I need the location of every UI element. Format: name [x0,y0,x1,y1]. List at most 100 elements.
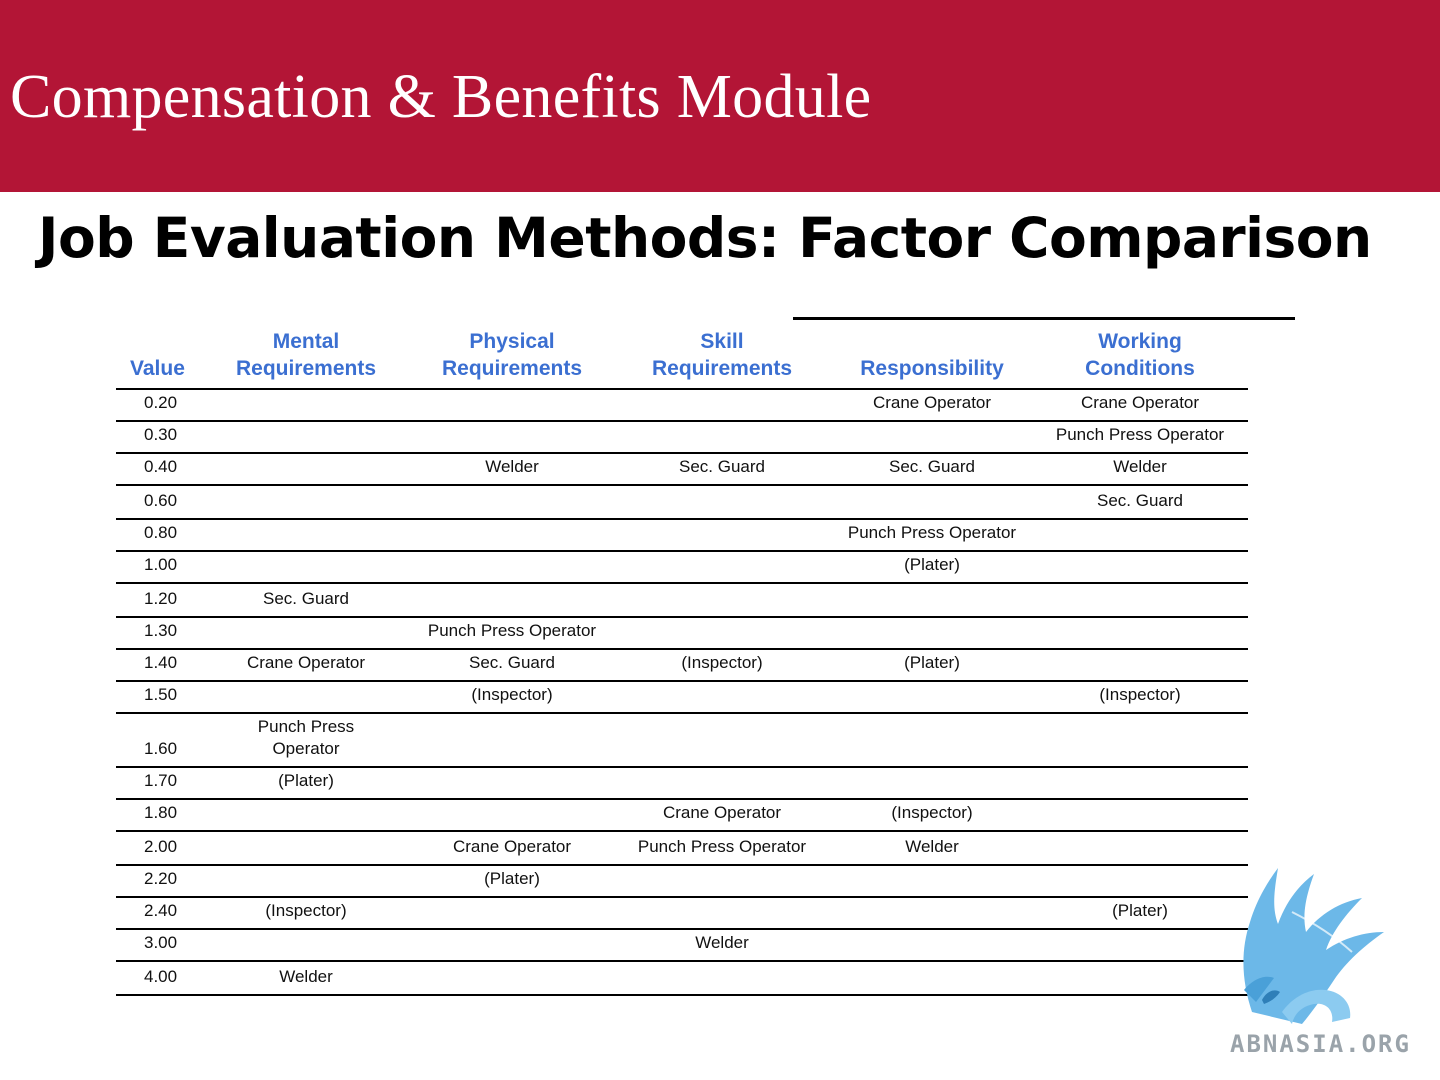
site-watermark: ABNASIA.ORG [1230,1030,1411,1058]
table-cell-skill-requirements [612,519,832,552]
table-cell-working-conditions [1032,649,1248,682]
table-cell-value: 0.40 [116,453,200,486]
table-row: 2.20 (Plater) [116,865,1248,898]
table-cell-physical-requirements [412,485,612,520]
table-row: 1.40 Crane Operator Sec. Guard (Inspector)(… [116,649,1248,682]
table-cell-working-conditions [1032,519,1248,552]
table-cell-responsibility [832,421,1032,454]
table-cell-skill-requirements [612,389,832,422]
table-cell-mental-requirements [200,485,412,520]
table-cell-responsibility: Crane Operator [832,389,1032,422]
table-cell-skill-requirements [612,617,832,650]
table-cell-working-conditions: Welder [1032,453,1248,486]
table-cell-working-conditions: (Inspector) [1032,681,1248,714]
header-banner: Compensation & Benefits Module [0,0,1440,192]
table-row: 4.00 Welder [116,961,1248,996]
table-row: 0.80 Punch Press Operator [116,519,1248,552]
table-cell-mental-requirements [200,681,412,714]
table-cell-value: 3.00 [116,929,200,962]
table-row: 3.00 Welder [116,929,1248,962]
table-row: 1.50 (Inspector) (Inspector) [116,681,1248,714]
table-cell-physical-requirements [412,389,612,422]
table-cell-physical-requirements [412,767,612,800]
table-cell-responsibility [832,929,1032,962]
table-cell-mental-requirements: Crane Operator [200,649,412,682]
table-cell-responsibility [832,681,1032,714]
table-cell-physical-requirements [412,799,612,832]
table-row: 2.00 Crane Operator Punch Press Operator We… [116,831,1248,866]
table-cell-skill-requirements [612,681,832,714]
column-header-label: Requirements [235,357,377,380]
table-cell-value: 1.60 [116,713,200,768]
table-cell-mental-requirements [200,519,412,552]
table-cell-skill-requirements [612,421,832,454]
table-cell-skill-requirements [612,865,832,898]
table-cell-working-conditions: Crane Operator [1032,389,1248,422]
table-cell-skill-requirements: Sec. Guard [612,453,832,486]
table-cell-skill-requirements: Punch Press Operator [612,831,832,866]
table-cell-physical-requirements: (Plater) [412,865,612,898]
table-cell-skill-requirements [612,583,832,618]
table-cell-mental-requirements [200,799,412,832]
table-cell-physical-requirements: Welder [412,453,612,486]
table-cell-mental-requirements [200,551,412,584]
column-header-label: Physical [469,330,555,353]
table-cell-skill-requirements [612,713,832,768]
column-header-responsibility: Responsibility [832,326,1032,390]
table-cell-working-conditions [1032,831,1248,866]
table-cell-value: 4.00 [116,961,200,996]
table-cell-responsibility: Sec. Guard [832,453,1032,486]
table-cell-responsibility: (Inspector) [832,799,1032,832]
module-title: Compensation & Benefits Module [10,63,872,131]
table-cell-mental-requirements [200,865,412,898]
table-cell-physical-requirements [412,551,612,584]
table-cell-mental-requirements [200,453,412,486]
table-cell-working-conditions: (Plater) [1032,897,1248,930]
column-header-value: Value [116,326,200,390]
column-header-label: Mental [272,330,340,353]
table-cell-mental-requirements [200,929,412,962]
table-cell-value: 1.80 [116,799,200,832]
table-cell-skill-requirements [612,897,832,930]
table-cell-physical-requirements: Punch Press Operator [412,617,612,650]
table-cell-skill-requirements [612,551,832,584]
table-cell-responsibility [832,865,1032,898]
table-row: 1.80 Crane Operator (Inspector) [116,799,1248,832]
column-header-label: Requirements [651,357,793,380]
table-cell-working-conditions [1032,617,1248,650]
griffin-icon [1243,868,1384,1024]
table-cell-skill-requirements [612,485,832,520]
table-cell-mental-requirements: Welder [200,961,412,996]
table-cell-working-conditions [1032,583,1248,618]
table-cell-responsibility [832,485,1032,520]
table-cell-working-conditions [1032,929,1248,962]
table-cell-mental-requirements [200,389,412,422]
table-cell-value: 0.20 [116,389,200,422]
table-header-row: Value Mental Requirements Physical Requireme… [116,326,1248,390]
table-cell-physical-requirements [412,519,612,552]
table-row: 0.30 Punch Press Operator [116,421,1248,454]
table-cell-skill-requirements: Welder [612,929,832,962]
table-cell-working-conditions: Punch Press Operator [1032,421,1248,454]
table-row: 0.20 Crane Operator Crane Operator [116,389,1248,422]
table-cell-responsibility: Punch Press Operator [832,519,1032,552]
table-cell-working-conditions [1032,713,1248,768]
column-header-label: Responsibility [860,357,1004,380]
table-cell-responsibility: (Plater) [832,649,1032,682]
table-cell-skill-requirements [612,767,832,800]
table-cell-value: 1.20 [116,583,200,618]
table-row: 1.60 Punch Press Operator [116,713,1248,768]
table-cell-value: 1.70 [116,767,200,800]
table-cell-physical-requirements: Crane Operator [412,831,612,866]
table-cell-value: 0.80 [116,519,200,552]
table-cell-working-conditions [1032,767,1248,800]
table-cell-skill-requirements [612,961,832,996]
table-cell-responsibility: Welder [832,831,1032,866]
table-cell-mental-requirements [200,421,412,454]
table-cell-value: 1.00 [116,551,200,584]
column-header-working-conditions: Working Conditions [1032,326,1248,390]
table-row: 1.20 Sec. Guard [116,583,1248,618]
table-cell-working-conditions [1032,865,1248,898]
table-cell-physical-requirements [412,713,612,768]
table-cell-working-conditions [1032,799,1248,832]
